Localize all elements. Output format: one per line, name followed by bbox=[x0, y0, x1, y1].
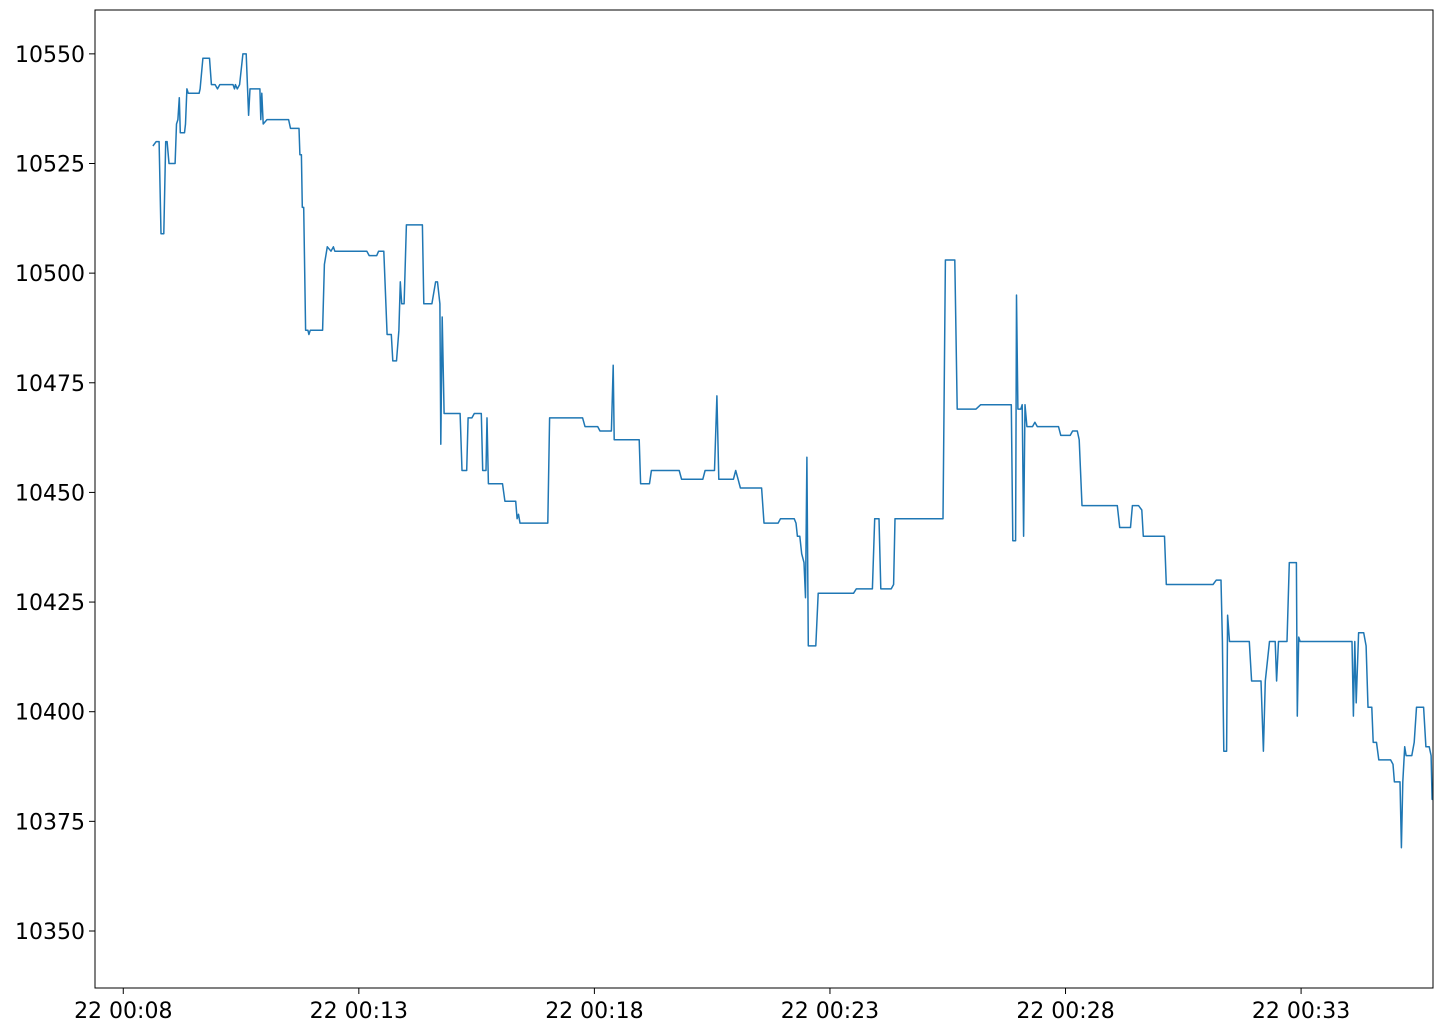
x-axis: 22 00:08 22 00:13 22 00:18 22 00:23 22 00:28… bbox=[74, 988, 1350, 1024]
y-axis: 10350 10375 10400 10425 10450 10475 10500 10525… bbox=[15, 43, 95, 945]
y-tick-label-4: 10450 bbox=[15, 481, 85, 506]
series-layer bbox=[152, 53, 1433, 849]
y-tick-label-1: 10375 bbox=[15, 810, 85, 835]
plot-frame bbox=[94, 9, 1434, 989]
x-tick-label-0: 22 00:08 bbox=[74, 999, 172, 1024]
x-tick-label-1: 22 00:13 bbox=[310, 999, 408, 1024]
y-tick-label-6: 10500 bbox=[15, 262, 85, 287]
y-tick-label-5: 10475 bbox=[15, 372, 85, 397]
y-tick-label-3: 10425 bbox=[15, 591, 85, 616]
y-tick-label-0: 10350 bbox=[15, 920, 85, 945]
y-tick-label-7: 10525 bbox=[15, 152, 85, 177]
series-line-0 bbox=[152, 53, 1433, 849]
x-tick-label-3: 22 00:23 bbox=[781, 999, 879, 1024]
x-tick-label-2: 22 00:18 bbox=[545, 999, 643, 1024]
y-tick-label-2: 10400 bbox=[15, 701, 85, 726]
x-tick-label-5: 22 00:33 bbox=[1252, 999, 1350, 1024]
y-tick-label-8: 10550 bbox=[15, 43, 85, 68]
x-tick-label-4: 22 00:28 bbox=[1016, 999, 1114, 1024]
